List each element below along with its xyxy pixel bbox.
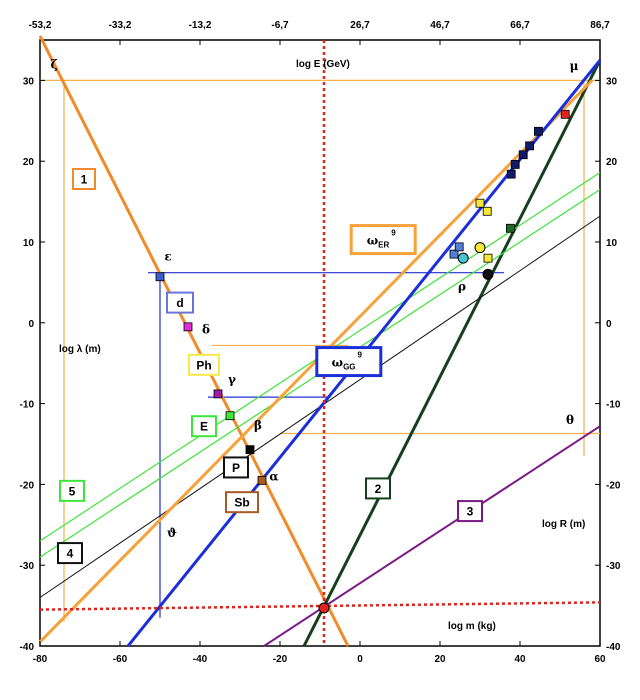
label-box-1 bbox=[72, 167, 96, 190]
greek-label-3: δ bbox=[202, 322, 210, 336]
right-tick-label-7: 30 bbox=[606, 76, 618, 87]
label-box-text-E: E bbox=[200, 420, 208, 434]
x-tick-label-5: 20 bbox=[434, 654, 446, 665]
label-box-text-4: 4 bbox=[67, 547, 74, 561]
data-point-14 bbox=[482, 268, 494, 280]
greek-label-5: β bbox=[254, 418, 262, 432]
greek-label-4: γ bbox=[228, 372, 236, 386]
greek-label-9: θ bbox=[566, 413, 574, 427]
data-point-12 bbox=[475, 198, 485, 208]
omega-label-GG: ωGG9 bbox=[332, 351, 363, 372]
x-tick-label-3: -20 bbox=[273, 654, 288, 665]
data-point-19 bbox=[525, 141, 534, 151]
series-line-2 bbox=[302, 59, 602, 647]
top-tick-label-6: 66,7 bbox=[510, 20, 530, 31]
label-box-text-P: P bbox=[232, 461, 240, 475]
label-box-Sb bbox=[225, 491, 259, 514]
x-tick-label-1: -60 bbox=[113, 654, 128, 665]
left-tick-label-6: 20 bbox=[23, 157, 35, 168]
label-box-E bbox=[191, 415, 217, 438]
data-point-9 bbox=[457, 252, 469, 264]
label-box-P bbox=[223, 456, 249, 479]
omega-label-ER: ωER9 bbox=[367, 229, 397, 250]
data-point-10 bbox=[474, 242, 486, 254]
left-tick-label-1: -30 bbox=[20, 561, 35, 572]
top-axis-label: log E (GeV) bbox=[296, 59, 350, 70]
label-box-d bbox=[166, 291, 194, 314]
right-tick-label-3: -10 bbox=[606, 400, 621, 411]
right-tick-label-4: 0 bbox=[606, 319, 612, 330]
x-tick-label-4: 0 bbox=[357, 654, 363, 665]
right-tick-label-6: 20 bbox=[606, 157, 618, 168]
data-point-4 bbox=[245, 445, 255, 455]
data-point-7 bbox=[449, 249, 459, 259]
label-box-3 bbox=[457, 500, 483, 523]
left-tick-label-7: 30 bbox=[23, 76, 35, 87]
label-box-text-3: 3 bbox=[467, 505, 474, 519]
data-point-5 bbox=[257, 475, 267, 485]
top-tick-label-1: -33,2 bbox=[109, 20, 132, 31]
right-tick-label-0: -40 bbox=[606, 642, 621, 653]
greek-label-2: ε bbox=[164, 250, 171, 264]
data-point-21 bbox=[560, 109, 570, 119]
data-point-0 bbox=[155, 272, 165, 282]
greek-label-6: α bbox=[269, 469, 278, 483]
top-tick-label-3: -6,7 bbox=[271, 20, 289, 31]
label-box-text-Sb: Sb bbox=[234, 496, 249, 510]
bottom-axis-label: log m (kg) bbox=[448, 621, 496, 632]
greek-label-7: ϑ bbox=[167, 526, 177, 540]
right-tick-label-5: 10 bbox=[606, 238, 618, 249]
x-tick-label-0: -80 bbox=[33, 654, 48, 665]
data-point-18 bbox=[518, 150, 528, 160]
top-tick-label-0: -53,2 bbox=[29, 20, 52, 31]
left-tick-label-3: -10 bbox=[20, 400, 35, 411]
top-tick-label-4: 26,7 bbox=[350, 20, 370, 31]
data-point-20 bbox=[534, 126, 543, 136]
data-point-2 bbox=[213, 389, 223, 399]
label-box-4 bbox=[57, 542, 83, 565]
series-line-1 bbox=[38, 35, 350, 647]
x-tick-label-2: -40 bbox=[193, 654, 208, 665]
label-box-2 bbox=[365, 477, 391, 500]
data-point-15 bbox=[505, 223, 515, 233]
left-tick-label-0: -40 bbox=[20, 642, 35, 653]
top-tick-label-7: 86,7 bbox=[590, 20, 610, 31]
x-tick-label-6: 40 bbox=[514, 654, 526, 665]
top-tick-label-5: 46,7 bbox=[430, 20, 450, 31]
omega-box-GG bbox=[315, 346, 383, 378]
label-box-Ph bbox=[188, 353, 220, 376]
left-axis-label: log λ (m) bbox=[59, 344, 101, 355]
top-tick-label-2: -13,2 bbox=[189, 20, 212, 31]
data-point-6 bbox=[318, 602, 330, 614]
label-box-text-d: d bbox=[176, 296, 183, 310]
greek-label-1: μ bbox=[570, 59, 579, 73]
left-tick-label-5: 10 bbox=[23, 238, 35, 249]
data-point-16 bbox=[506, 169, 516, 179]
label-box-text-1: 1 bbox=[81, 172, 88, 186]
right-axis-label: log R (m) bbox=[542, 519, 585, 530]
omega-box-ER bbox=[349, 224, 417, 256]
data-point-17 bbox=[510, 160, 520, 169]
greek-label-0: ζ bbox=[50, 57, 57, 71]
right-tick-label-1: -30 bbox=[606, 561, 621, 572]
data-point-13 bbox=[482, 206, 492, 216]
greek-label-8: ρ bbox=[458, 279, 466, 293]
label-box-5 bbox=[59, 479, 85, 502]
data-point-8 bbox=[454, 242, 464, 252]
data-point-11 bbox=[483, 253, 493, 263]
left-tick-label-2: -20 bbox=[20, 480, 35, 491]
right-tick-label-2: -20 bbox=[606, 480, 621, 491]
data-point-1 bbox=[183, 322, 193, 332]
data-point-3 bbox=[225, 411, 235, 421]
x-tick-label-7: 60 bbox=[594, 654, 606, 665]
left-tick-label-4: 0 bbox=[28, 319, 34, 330]
label-box-text-5: 5 bbox=[69, 484, 76, 498]
label-box-text-Ph: Ph bbox=[196, 358, 211, 372]
label-box-text-2: 2 bbox=[375, 482, 382, 496]
